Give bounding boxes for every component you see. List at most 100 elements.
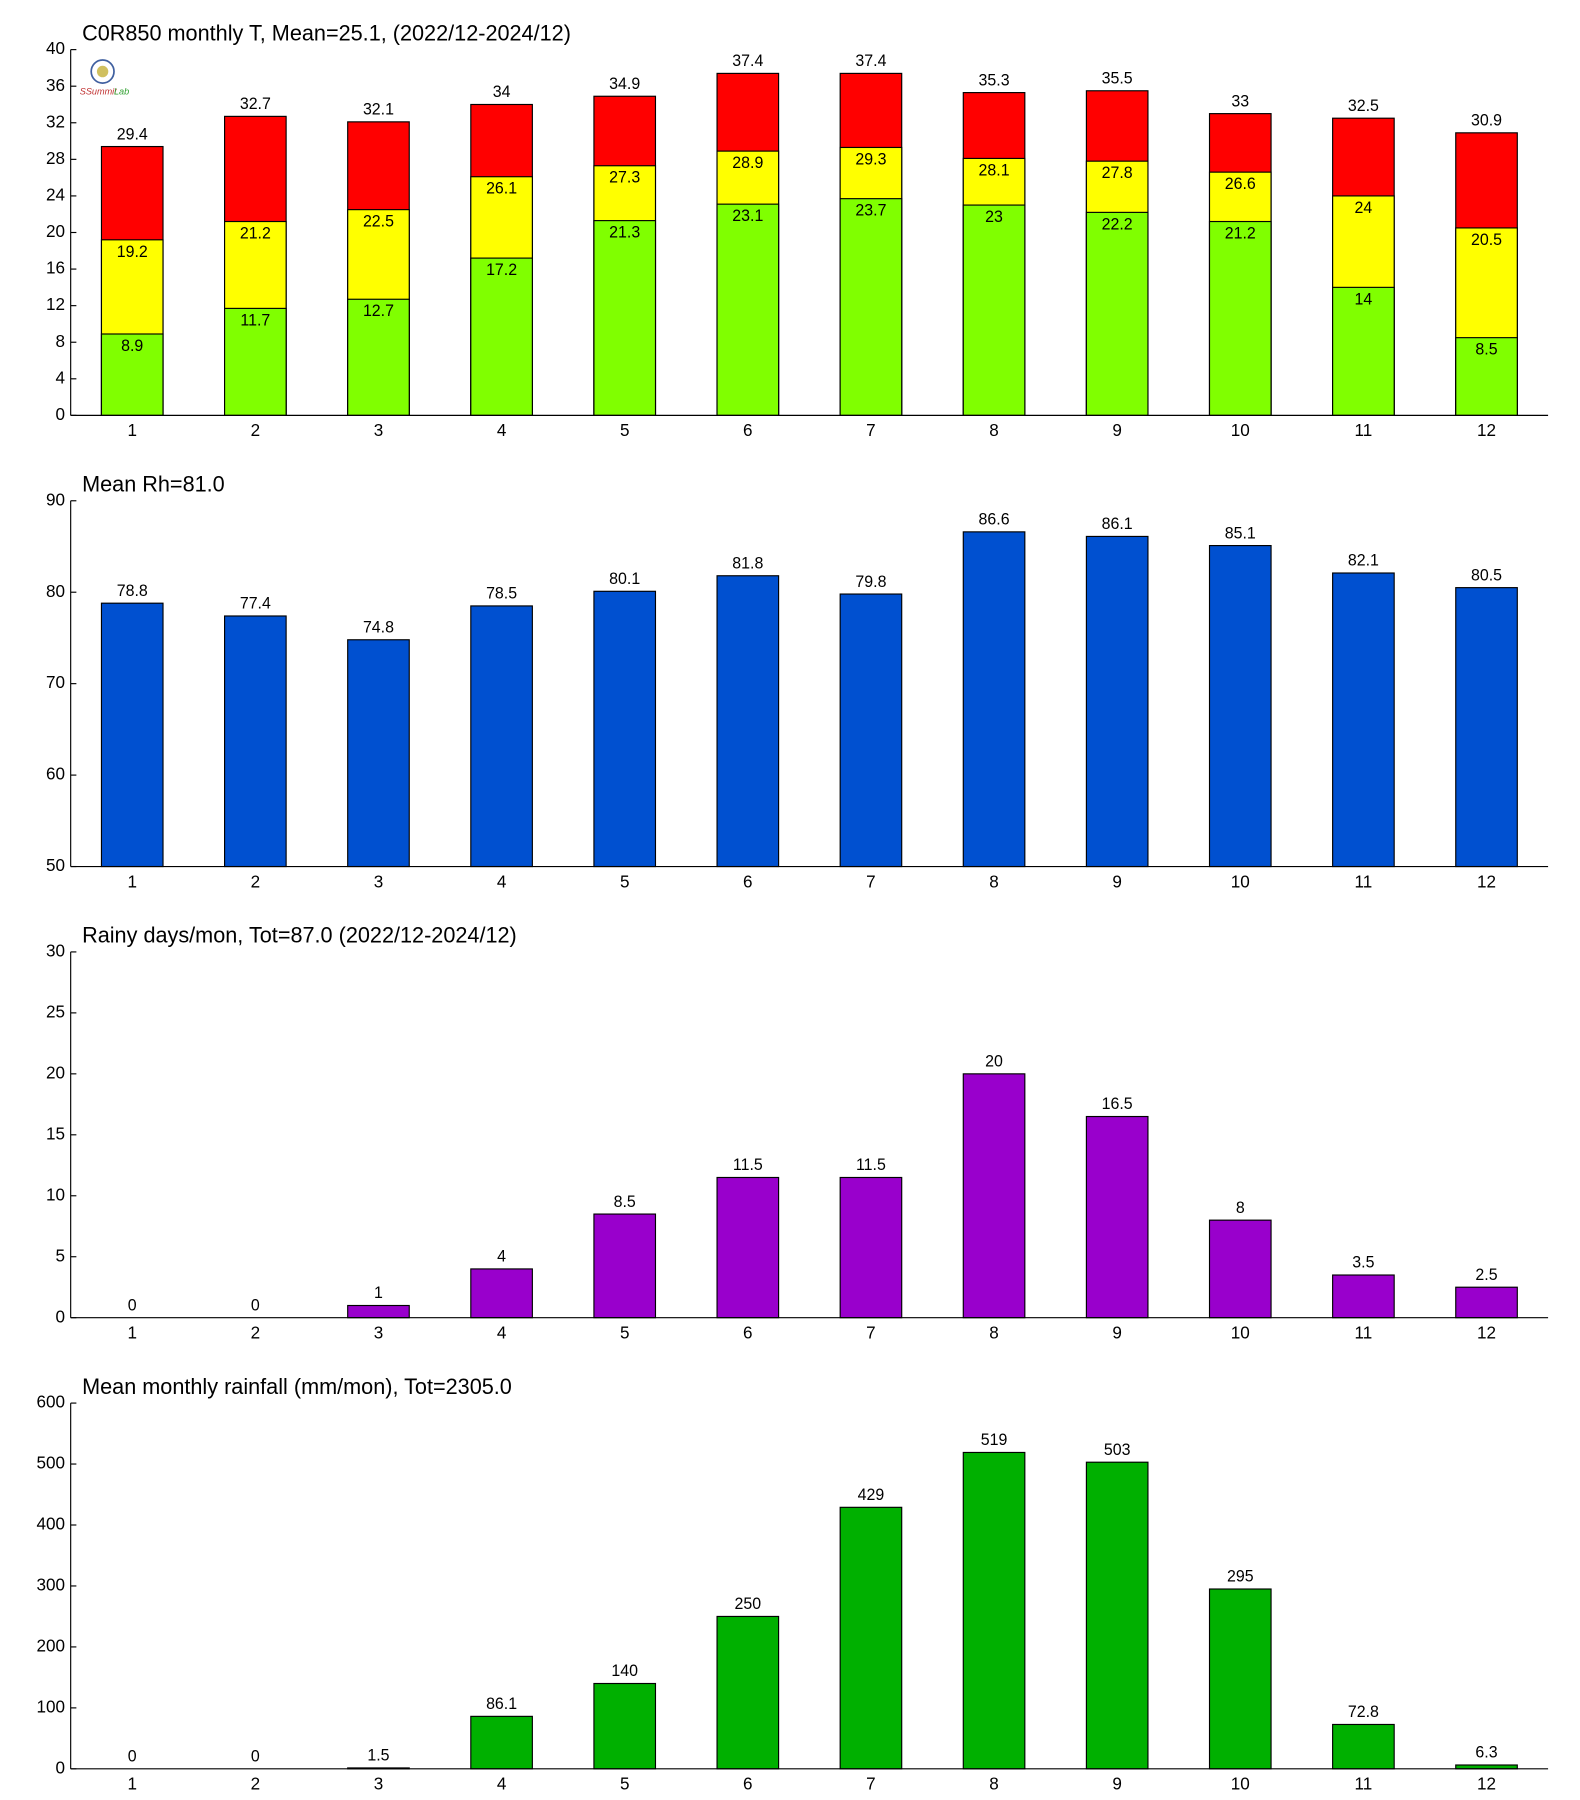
bar <box>1085 1115 1149 1319</box>
value-label: 74.8 <box>363 618 394 636</box>
bar <box>1455 587 1518 868</box>
value-label: 20 <box>985 1052 1003 1070</box>
bar <box>1208 1219 1272 1319</box>
x-tick-label: 3 <box>374 1322 384 1342</box>
value-label: 16.5 <box>1102 1095 1133 1113</box>
value-label: 29.4 <box>117 125 148 143</box>
value-label: 26.1 <box>486 180 517 198</box>
value-label: 295 <box>1227 1568 1254 1586</box>
x-tick-label: 6 <box>743 1322 753 1342</box>
value-label: 519 <box>981 1431 1008 1449</box>
value-label: 32.5 <box>1348 97 1379 115</box>
value-label: 35.5 <box>1102 69 1133 87</box>
chart-title: Mean Rh=81.0 <box>82 471 225 496</box>
y-tick-label: 80 <box>46 581 65 601</box>
x-tick-label: 10 <box>1231 1773 1250 1793</box>
value-label: 0 <box>251 1747 260 1765</box>
value-label: 78.5 <box>486 585 517 603</box>
y-tick-label: 600 <box>36 1392 65 1412</box>
value-label: 2.5 <box>1475 1266 1497 1284</box>
x-tick-label: 11 <box>1355 871 1373 891</box>
bar <box>1455 1286 1518 1319</box>
value-label: 8.5 <box>614 1193 636 1211</box>
value-label: 78.8 <box>117 582 148 600</box>
bar <box>1085 1461 1149 1770</box>
value-label: 11.5 <box>856 1156 886 1174</box>
x-tick-label: 9 <box>1112 420 1122 440</box>
bar <box>716 203 780 416</box>
x-tick-label: 5 <box>620 420 630 440</box>
value-label: 81.8 <box>732 554 763 572</box>
x-tick-label: 2 <box>251 1322 261 1342</box>
x-tick-label: 1 <box>127 1773 137 1793</box>
y-tick-label: 400 <box>36 1513 65 1533</box>
chart-title: Rainy days/mon, Tot=87.0 (2022/12-2024/1… <box>82 923 517 948</box>
x-tick-label: 4 <box>497 420 507 440</box>
value-label: 22.2 <box>1102 215 1133 233</box>
y-tick-label: 16 <box>46 258 65 278</box>
x-tick-label: 8 <box>989 1322 999 1342</box>
value-label: 14 <box>1355 290 1373 308</box>
value-label: 22.5 <box>363 213 394 231</box>
value-label: 8.9 <box>121 337 143 355</box>
x-tick-label: 7 <box>866 1773 876 1793</box>
y-tick-label: 15 <box>46 1123 65 1143</box>
bar <box>1332 286 1395 416</box>
value-label: 79.8 <box>855 573 886 591</box>
y-tick-label: 32 <box>46 111 65 131</box>
value-label: 12.7 <box>363 302 394 320</box>
logo: SSummit Lab <box>80 59 129 97</box>
bar <box>224 615 287 868</box>
value-label: 21.3 <box>609 223 640 241</box>
bar <box>839 198 903 416</box>
value-label: 429 <box>858 1486 885 1504</box>
x-tick-label: 8 <box>989 1773 999 1793</box>
y-tick-label: 12 <box>46 294 65 314</box>
value-label: 23.1 <box>732 207 763 225</box>
value-label: 33 <box>1231 92 1249 110</box>
svg-text:SSummit: SSummit <box>80 87 117 97</box>
y-tick-label: 30 <box>46 940 65 960</box>
value-label: 21.2 <box>240 224 271 242</box>
x-tick-label: 5 <box>620 1773 630 1793</box>
y-tick-label: 70 <box>46 672 65 692</box>
value-label: 28.1 <box>979 161 1010 179</box>
value-label: 30.9 <box>1471 111 1502 129</box>
bar <box>962 1073 1026 1319</box>
bar <box>470 1268 533 1319</box>
x-tick-label: 12 <box>1477 1773 1496 1793</box>
x-tick-label: 1 <box>127 420 137 440</box>
y-tick-label: 0 <box>55 1757 65 1777</box>
x-tick-label: 12 <box>1477 871 1496 891</box>
value-label: 86.1 <box>1102 515 1133 533</box>
value-label: 80.5 <box>1471 566 1502 584</box>
bar <box>224 307 287 416</box>
bar <box>1085 535 1149 868</box>
value-label: 32.7 <box>240 95 271 113</box>
value-label: 20.5 <box>1471 231 1502 249</box>
value-label: 1.5 <box>367 1747 389 1765</box>
y-tick-label: 36 <box>46 75 65 95</box>
x-tick-label: 8 <box>989 420 999 440</box>
x-tick-label: 1 <box>127 871 137 891</box>
x-tick-label: 10 <box>1231 420 1250 440</box>
x-tick-label: 2 <box>251 871 261 891</box>
value-label: 82.1 <box>1348 552 1379 570</box>
bar <box>962 531 1026 868</box>
value-label: 72.8 <box>1348 1703 1379 1721</box>
y-tick-label: 24 <box>46 184 65 204</box>
x-tick-label: 4 <box>497 1322 507 1342</box>
x-tick-label: 2 <box>251 1773 261 1793</box>
chart-title: C0R850 monthly T, Mean=25.1, (2022/12-20… <box>82 20 571 45</box>
y-tick-label: 60 <box>46 764 65 784</box>
x-tick-label: 3 <box>374 871 384 891</box>
value-label: 21.2 <box>1225 224 1256 242</box>
x-tick-label: 11 <box>1355 1773 1373 1793</box>
x-tick-label: 12 <box>1477 1322 1496 1342</box>
value-label: 0 <box>128 1747 137 1765</box>
y-tick-label: 25 <box>46 1001 65 1021</box>
value-label: 250 <box>735 1595 762 1613</box>
bar <box>1208 1588 1272 1770</box>
x-tick-label: 11 <box>1355 1322 1373 1342</box>
value-label: 27.3 <box>609 169 640 187</box>
